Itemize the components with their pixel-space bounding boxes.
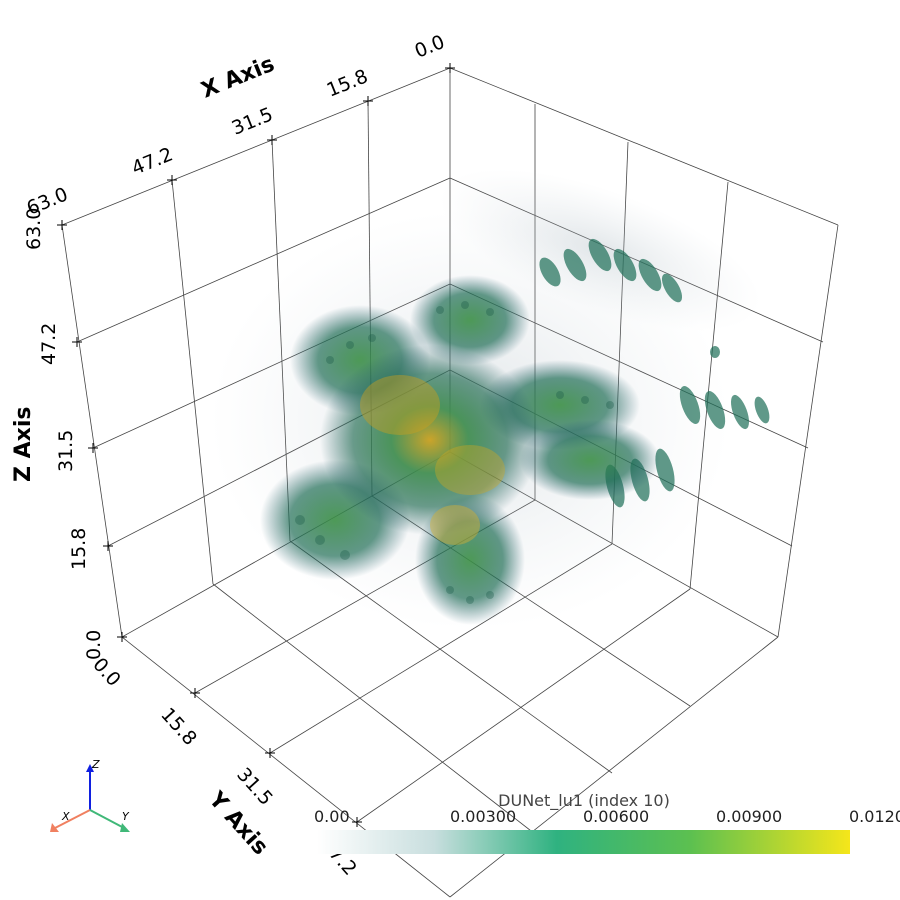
x-axis-title: X Axis — [198, 52, 278, 104]
z-axis-ticks: 0.0 15.8 31.5 47.2 63.0 Z Axis — [11, 208, 105, 660]
color-legend: DUNet_lu1 (index 10) 0.00 0.00300 0.0060… — [314, 791, 900, 854]
color-legend-label: 0.00 — [314, 807, 350, 826]
z-tick-label: 63.0 — [23, 208, 45, 250]
triad-x-label: X — [61, 810, 70, 823]
x-tick-label: 0.0 — [412, 31, 448, 63]
x-tick-label: 31.5 — [229, 103, 276, 139]
color-legend-label: 0.00600 — [583, 807, 649, 826]
color-legend-label: 0.00900 — [716, 807, 782, 826]
orientation-axes-widget: Z X Y — [50, 758, 130, 832]
x-tick-label: 47.2 — [129, 143, 176, 179]
z-tick-label: 0.0 — [83, 630, 105, 660]
color-legend-label: 0.00300 — [450, 807, 516, 826]
triad-z-label: Z — [91, 758, 100, 771]
triad-y-label: Y — [122, 810, 130, 823]
tick-marks — [57, 63, 455, 827]
z-tick-label: 15.8 — [68, 528, 90, 570]
z-tick-label: 47.2 — [38, 323, 60, 365]
color-legend-bar — [317, 830, 850, 854]
y-tick-label: 31.5 — [232, 764, 277, 810]
color-legend-label: 0.0120 — [849, 807, 900, 826]
z-axis-title: Z Axis — [11, 407, 36, 482]
x-tick-label: 15.8 — [324, 65, 371, 101]
volume-rendering — [210, 169, 770, 630]
y-tick-label: 15.8 — [156, 704, 201, 750]
x-axis-ticks: 0.0 15.8 31.5 47.2 63.0 X Axis — [24, 31, 448, 220]
z-tick-label: 31.5 — [55, 430, 77, 472]
color-legend-title: DUNet_lu1 (index 10) — [498, 791, 670, 811]
